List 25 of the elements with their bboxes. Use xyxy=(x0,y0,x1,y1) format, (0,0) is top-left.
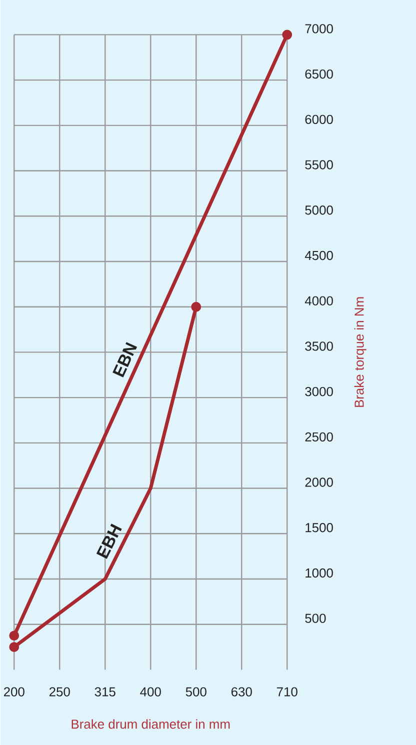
x-axis-title: Brake drum diameter in mm xyxy=(72,719,230,729)
x-tick-label: 500 xyxy=(186,687,206,696)
x-tick-label: 250 xyxy=(49,687,70,696)
y-tick-label: 500 xyxy=(304,614,326,623)
y-tick-label: 1500 xyxy=(305,523,333,532)
y-tick-label: 6000 xyxy=(305,114,333,124)
x-tick-label: 315 xyxy=(94,687,116,696)
y-axis-title: Brake torque in Nm xyxy=(354,297,366,407)
x-tick-label: 400 xyxy=(140,687,161,696)
y-tick-label: 6500 xyxy=(305,69,333,79)
y-tick-label: 4000 xyxy=(304,296,333,306)
x-tick-label: 630 xyxy=(231,687,252,696)
y-tick-label: 2500 xyxy=(305,432,333,442)
x-tick-label: 710 xyxy=(276,687,298,696)
y-tick-label: 3000 xyxy=(304,386,333,396)
text: EBN xyxy=(112,342,137,378)
y-tick-label: 7000 xyxy=(305,24,333,34)
y-tick-label: 5000 xyxy=(304,206,333,215)
y-tick-label: 4500 xyxy=(304,250,333,260)
text: EBH xyxy=(96,524,122,559)
y-tick-label: 2000 xyxy=(305,478,333,487)
y-tick-label: 3500 xyxy=(304,342,333,351)
y-tick-label: 1000 xyxy=(305,568,333,578)
y-tick-label: 5500 xyxy=(304,160,333,170)
x-tick-label: 200 xyxy=(4,687,24,696)
